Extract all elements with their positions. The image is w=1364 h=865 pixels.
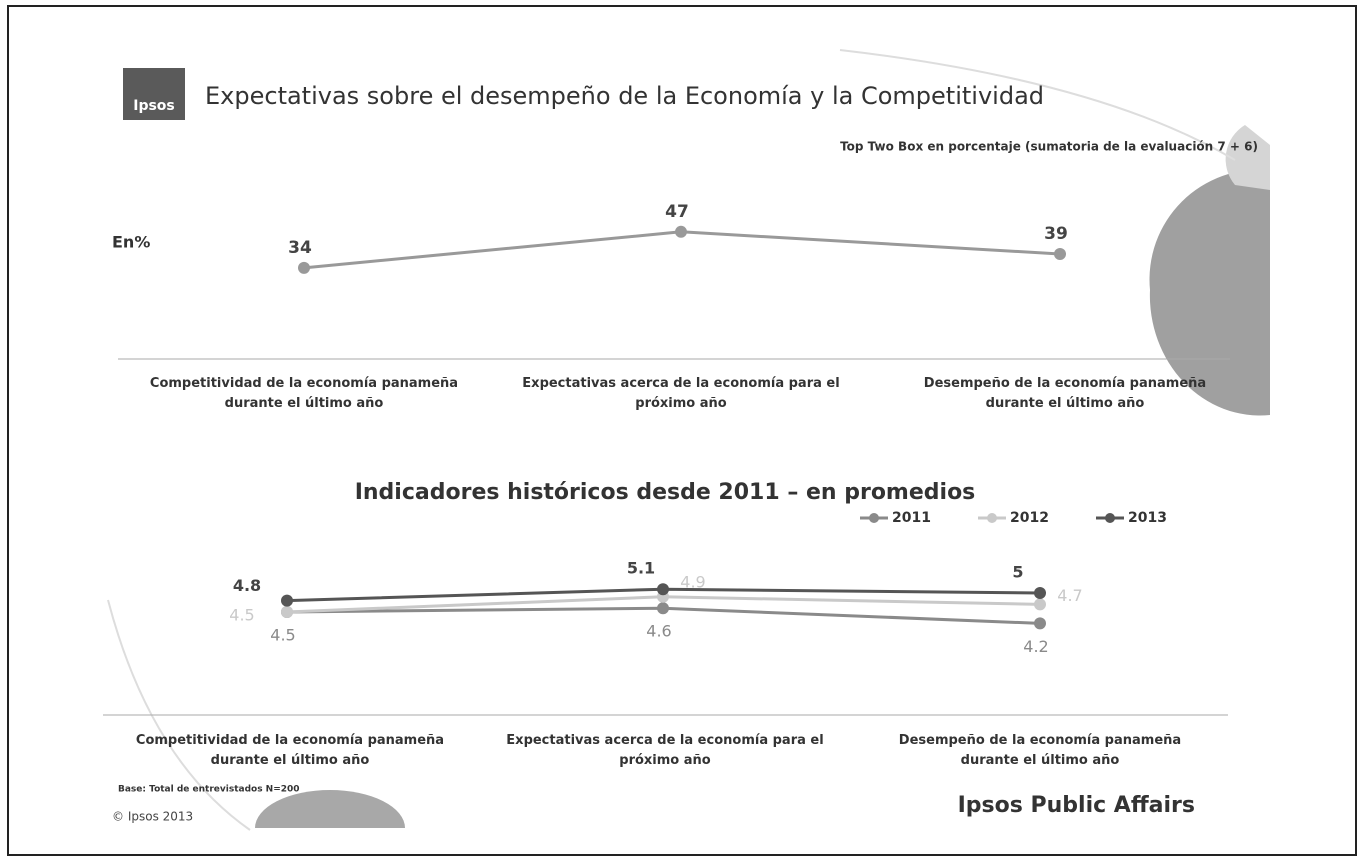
point: [657, 602, 669, 615]
point: [1034, 598, 1046, 611]
data-label: 4.8: [233, 576, 261, 595]
legend-label: 2013: [1128, 510, 1167, 526]
point: [1034, 617, 1046, 630]
decor-semicircle: [255, 790, 405, 828]
decor-circle: [1149, 169, 1270, 416]
x-tick-label: Expectativas acerca de la economía para …: [506, 733, 823, 768]
data-label: 4.2: [1023, 637, 1048, 656]
point: [1034, 587, 1046, 599]
data-label: 4.6: [646, 622, 671, 641]
decor-arc: [839, 49, 1236, 161]
chart-title: Indicadores históricos desde 2011 – en p…: [355, 480, 976, 505]
data-label: 4.5: [270, 626, 295, 645]
x-tick-label: Desempeño de la economía panameña durante…: [924, 376, 1206, 411]
decor-arc: [107, 599, 251, 831]
point: [281, 594, 293, 607]
point: [281, 606, 293, 618]
legend-marker: [869, 513, 879, 523]
legend-label: 2011: [892, 510, 931, 526]
slide-frame: [7, 5, 1357, 856]
data-label: 47: [665, 202, 689, 222]
x-tick-label: Desempeño de la economía panameña durante…: [899, 733, 1181, 768]
logo-text: Ipsos: [133, 98, 175, 114]
y-label: En%: [112, 233, 150, 252]
point: [657, 583, 669, 596]
slide-title: Expectativas sobre el desempeño de la Ec…: [205, 82, 1044, 110]
data-label: 34: [288, 238, 312, 258]
data-label: 5: [1012, 563, 1023, 582]
point: [675, 225, 687, 238]
legend-marker: [1105, 513, 1115, 523]
data-label: 4.5: [229, 606, 254, 625]
chart-subtitle: Top Two Box en porcentaje (sumatoria de …: [840, 140, 1258, 154]
legend-marker: [987, 513, 997, 523]
x-tick-label: Competitividad de la economía panameña du…: [136, 733, 444, 768]
copyright: © Ipsos 2013: [112, 810, 193, 824]
brand: Ipsos Public Affairs: [958, 793, 1195, 818]
data-label: 39: [1044, 224, 1068, 244]
decor-circle: [1225, 125, 1270, 190]
data-label: 4.7: [1057, 586, 1082, 605]
x-tick-label: Competitividad de la economía panameña du…: [150, 376, 458, 411]
logo-box: [123, 68, 185, 120]
base-note: Base: Total de entrevistados N=200: [118, 785, 300, 795]
data-label: 4.9: [680, 572, 705, 591]
data-label: 5.1: [627, 559, 655, 578]
point: [1054, 247, 1066, 260]
point: [298, 261, 310, 274]
legend-label: 2012: [1010, 510, 1049, 526]
x-tick-label: Expectativas acerca de la economía para …: [522, 376, 839, 411]
